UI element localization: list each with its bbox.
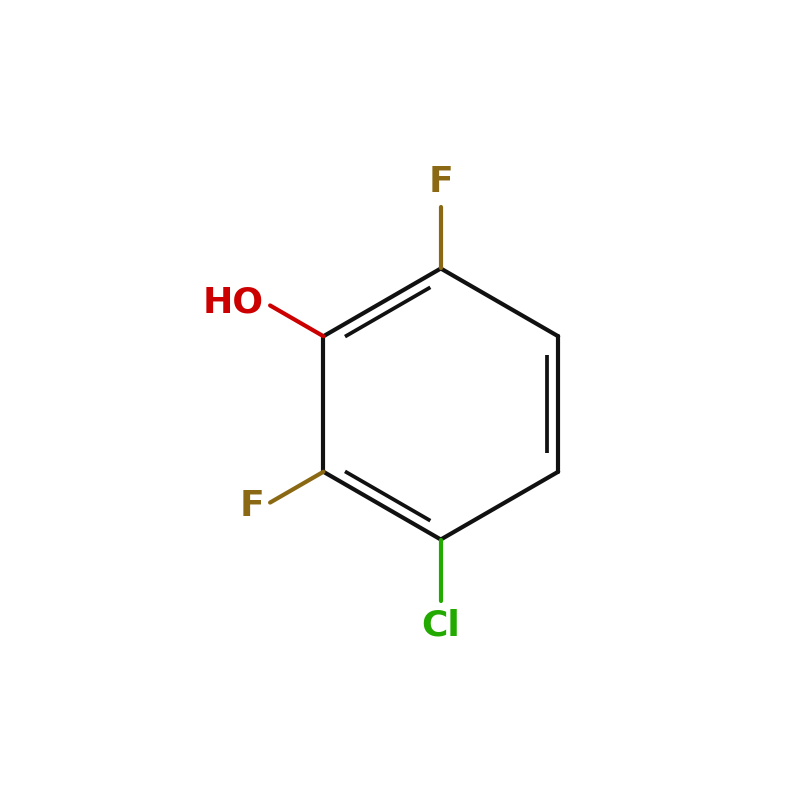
Text: HO: HO: [203, 286, 264, 319]
Text: F: F: [239, 489, 264, 522]
Text: F: F: [429, 166, 453, 199]
Text: Cl: Cl: [422, 609, 460, 642]
